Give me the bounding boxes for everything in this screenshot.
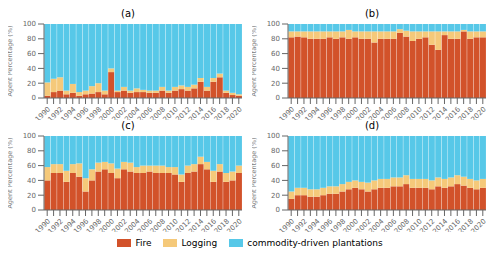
svg-text:0: 0 bbox=[32, 206, 36, 214]
svg-text:0: 0 bbox=[276, 94, 280, 102]
svg-text:60: 60 bbox=[271, 50, 280, 58]
html-text:Logging: Logging bbox=[181, 238, 218, 248]
svg-text:0: 0 bbox=[276, 206, 280, 214]
svg-text:100: 100 bbox=[267, 20, 280, 28]
svg-text:2020: 2020 bbox=[225, 217, 243, 232]
svg-text:Agent Percentage (%): Agent Percentage (%) bbox=[252, 137, 258, 208]
svg-text:80: 80 bbox=[27, 147, 36, 155]
svg-text:40: 40 bbox=[27, 177, 36, 185]
html-text:(c): (c) bbox=[121, 120, 135, 131]
svg-text:20: 20 bbox=[271, 80, 280, 88]
svg-text:100: 100 bbox=[23, 20, 36, 28]
svg-text:100: 100 bbox=[23, 132, 36, 140]
svg-text:Agent Percentage (%): Agent Percentage (%) bbox=[8, 137, 14, 208]
svg-text:60: 60 bbox=[271, 162, 280, 170]
svg-text:60: 60 bbox=[27, 162, 36, 170]
svg-text:100: 100 bbox=[267, 132, 280, 140]
svg-text:60: 60 bbox=[27, 50, 36, 58]
html-text:(b): (b) bbox=[364, 8, 380, 19]
svg-text:20: 20 bbox=[27, 192, 36, 200]
svg-text:2020: 2020 bbox=[469, 217, 487, 232]
svg-text:2020: 2020 bbox=[469, 105, 487, 120]
svg-text:80: 80 bbox=[271, 147, 280, 155]
svg-text:40: 40 bbox=[27, 65, 36, 73]
svg-text:20: 20 bbox=[27, 80, 36, 88]
svg-text:40: 40 bbox=[271, 65, 280, 73]
svg-text:80: 80 bbox=[27, 35, 36, 43]
svg-text:40: 40 bbox=[271, 177, 280, 185]
html-text:(a): (a) bbox=[121, 8, 135, 19]
svg-text:20: 20 bbox=[271, 192, 280, 200]
svg-text:Agent Percentage (%): Agent Percentage (%) bbox=[8, 25, 14, 96]
html-text:commodity-driven plantations: commodity-driven plantations bbox=[247, 238, 383, 248]
svg-text:2020: 2020 bbox=[225, 105, 243, 120]
svg-text:Agent Percentage (%): Agent Percentage (%) bbox=[252, 25, 258, 96]
svg-text:0: 0 bbox=[32, 94, 36, 102]
svg-text:80: 80 bbox=[271, 35, 280, 43]
html-text:Fire: Fire bbox=[135, 238, 152, 248]
html-text:(d): (d) bbox=[364, 120, 380, 131]
